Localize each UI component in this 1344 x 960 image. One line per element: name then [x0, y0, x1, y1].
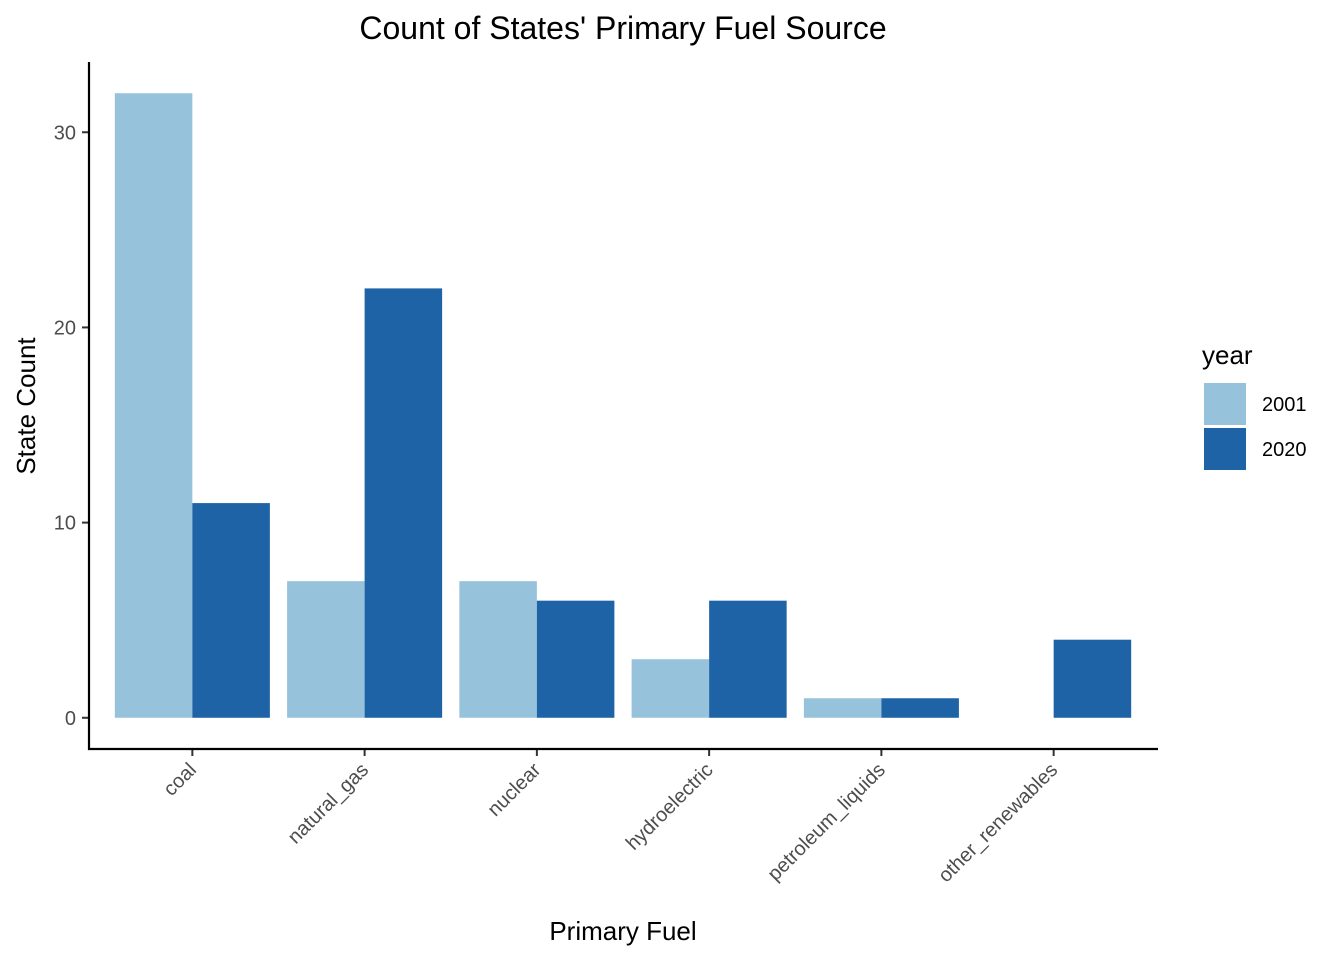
- bar-nuclear-2001: [459, 581, 537, 718]
- legend-label-2001: 2001: [1262, 394, 1307, 416]
- legend: year 2001 2020: [1202, 340, 1307, 470]
- legend-label-2020: 2020: [1262, 439, 1307, 461]
- y-axis-ticks: 0 10 20 30: [54, 122, 89, 730]
- chart-title: Count of States' Primary Fuel Source: [359, 10, 886, 46]
- bars: [114, 93, 1132, 718]
- x-tick-label-coal: coal: [159, 759, 201, 801]
- y-tick-label: 30: [54, 122, 76, 144]
- x-tick-label-nuclear: nuclear: [483, 759, 545, 821]
- bar-petroleum-liquids-2001: [803, 698, 882, 718]
- x-tick-label-natural-gas: natural_gas: [284, 759, 373, 848]
- bar-nuclear-2020: [536, 600, 615, 718]
- bar-other-renewables-2020: [1053, 639, 1132, 718]
- bar-natural-gas-2001: [287, 581, 365, 718]
- bar-hydroelectric-2001: [631, 659, 710, 718]
- legend-swatch-2001: [1204, 383, 1246, 425]
- y-tick-label: 10: [54, 513, 76, 535]
- x-tick-label-petroleum-liquids: petroleum_liquids: [764, 759, 890, 885]
- bar-hydroelectric-2020: [709, 600, 787, 718]
- bar-coal-2020: [192, 503, 270, 718]
- x-tick-label-hydroelectric: hydroelectric: [622, 759, 718, 855]
- x-axis-ticks: coal natural_gas nuclear hydroelectric petro…: [159, 749, 1062, 887]
- bar-coal-2001: [114, 93, 193, 718]
- x-tick-label-other-renewables: other_renewables: [934, 759, 1062, 887]
- legend-title: year: [1202, 340, 1253, 370]
- x-axis-title: Primary Fuel: [549, 916, 696, 946]
- legend-swatch-2020: [1204, 428, 1246, 470]
- y-axis-title: State Count: [11, 337, 41, 475]
- y-tick-label: 0: [65, 708, 76, 730]
- bar-natural-gas-2020: [364, 288, 443, 718]
- y-tick-label: 20: [54, 317, 76, 339]
- bar-petroleum-liquids-2020: [881, 698, 959, 718]
